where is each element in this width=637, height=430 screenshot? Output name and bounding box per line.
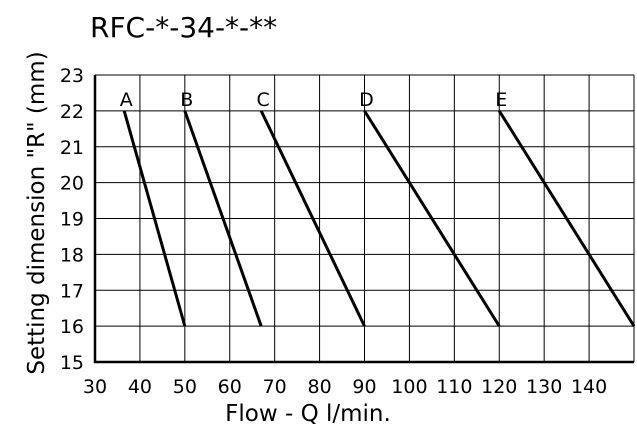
y-tick-label: 19 [60, 209, 84, 231]
y-tick-label: 15 [60, 352, 84, 374]
chart-title: RFC-*-34-*-** [90, 11, 277, 44]
x-tick-label: 90 [352, 376, 376, 398]
y-tick-labels: 15 16 17 18 19 20 21 22 23 [60, 65, 84, 374]
grid [94, 74, 635, 363]
y-tick-label: 23 [60, 65, 84, 87]
y-tick-label: 20 [60, 173, 84, 195]
x-tick-label: 50 [173, 376, 197, 398]
y-tick-label: 18 [60, 244, 84, 266]
x-tick-label: 100 [391, 376, 427, 398]
y-tick-label: 16 [60, 316, 84, 338]
series-label-d: D [359, 89, 374, 111]
series-label-b: B [180, 89, 193, 111]
y-tick-label: 17 [60, 280, 84, 302]
x-tick-label: 140 [571, 376, 607, 398]
series-label-e: E [495, 89, 507, 111]
series-line-a [122, 110, 187, 327]
x-axis-label: Flow - Q l/min. [225, 401, 391, 427]
series-line-d [363, 110, 501, 327]
x-tick-label: 60 [218, 376, 242, 398]
series-label-a: A [120, 89, 133, 111]
x-tick-label: 80 [307, 376, 331, 398]
series-line-e [497, 110, 636, 327]
y-axis-label: Setting dimension "R" (mm) [24, 51, 50, 374]
series-label-c: C [257, 89, 270, 111]
x-tick-label: 70 [263, 376, 287, 398]
x-tick-label: 110 [436, 376, 472, 398]
x-tick-label: 120 [481, 376, 517, 398]
series-labels: A B C D E [120, 89, 508, 111]
axes [93, 75, 634, 364]
series-line-b [183, 110, 263, 327]
x-tick-label: 40 [128, 376, 152, 398]
series-lines [122, 110, 636, 327]
x-tick-labels: 30 40 50 60 70 80 90 100 110 120 130 140 [83, 376, 607, 398]
y-tick-label: 22 [60, 101, 84, 123]
y-tick-label: 21 [60, 137, 84, 159]
x-tick-label: 130 [526, 376, 562, 398]
x-tick-label: 30 [83, 376, 107, 398]
series-line-c [259, 110, 366, 327]
